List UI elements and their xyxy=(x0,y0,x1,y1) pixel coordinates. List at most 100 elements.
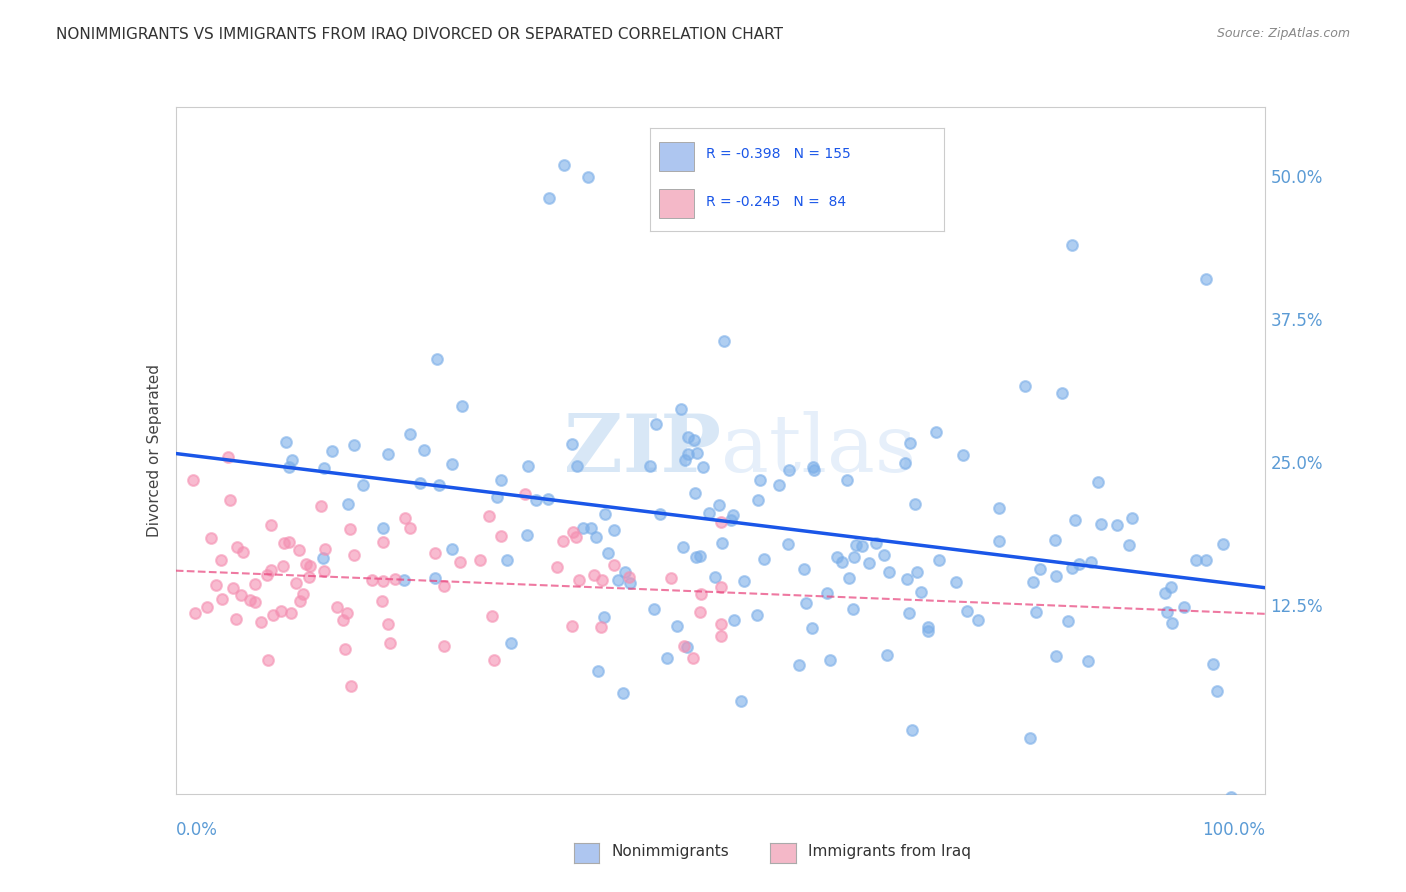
Point xyxy=(1022,575,1045,590)
Text: atlas: atlas xyxy=(721,411,915,490)
Point xyxy=(800,621,823,635)
Point xyxy=(825,549,848,564)
Point xyxy=(491,529,513,543)
Point xyxy=(1025,605,1047,619)
Point xyxy=(720,513,742,527)
Point xyxy=(423,546,446,560)
Point xyxy=(896,572,918,586)
Point xyxy=(441,542,464,557)
Point xyxy=(524,492,547,507)
Point xyxy=(711,536,734,550)
Point xyxy=(685,550,707,565)
Point xyxy=(482,653,505,667)
Point xyxy=(776,537,799,551)
Point xyxy=(478,508,501,523)
Point xyxy=(481,609,503,624)
Point xyxy=(676,447,699,461)
Point xyxy=(596,546,619,560)
Point xyxy=(232,545,254,559)
Point xyxy=(451,400,474,414)
Point xyxy=(377,447,399,461)
Point xyxy=(659,571,682,585)
Y-axis label: Divorced or Separated: Divorced or Separated xyxy=(146,364,162,537)
Text: NONIMMIGRANTS VS IMMIGRANTS FROM IRAQ DIVORCED OR SEPARATED CORRELATION CHART: NONIMMIGRANTS VS IMMIGRANTS FROM IRAQ DI… xyxy=(56,27,783,42)
Point xyxy=(568,573,591,587)
Point xyxy=(703,570,725,584)
Point xyxy=(295,557,318,571)
Point xyxy=(685,486,707,500)
Point xyxy=(910,585,932,599)
Text: Source: ZipAtlas.com: Source: ZipAtlas.com xyxy=(1216,27,1350,40)
Point xyxy=(219,493,242,508)
Point xyxy=(901,723,924,738)
Point xyxy=(440,457,463,471)
Point xyxy=(713,334,735,348)
Point xyxy=(650,507,672,521)
Point xyxy=(1107,518,1129,533)
Point xyxy=(560,619,582,633)
Point xyxy=(710,630,733,644)
Point xyxy=(392,573,415,587)
Point xyxy=(333,642,356,657)
Point xyxy=(427,478,450,492)
Point xyxy=(1121,510,1143,524)
Point xyxy=(877,565,900,579)
Point xyxy=(332,613,354,627)
Point xyxy=(225,612,247,626)
Point xyxy=(343,438,366,452)
Point xyxy=(181,473,204,487)
Point xyxy=(603,558,626,573)
Point xyxy=(645,417,668,432)
Point xyxy=(606,573,628,587)
Point xyxy=(1019,731,1042,745)
Point xyxy=(917,620,939,634)
Point xyxy=(340,680,363,694)
Point xyxy=(1043,533,1066,547)
Point xyxy=(537,491,560,506)
Point xyxy=(565,530,588,544)
Point xyxy=(339,522,361,536)
Point xyxy=(399,426,422,441)
Point xyxy=(515,528,537,542)
Point xyxy=(314,542,336,557)
Point xyxy=(689,605,711,619)
Point xyxy=(778,462,800,476)
Point xyxy=(312,461,335,475)
Point xyxy=(378,636,401,650)
Point xyxy=(643,601,665,615)
Point xyxy=(501,636,523,650)
Point xyxy=(225,540,247,554)
Point xyxy=(838,571,860,585)
Point xyxy=(561,436,583,450)
Point xyxy=(686,446,709,460)
Point xyxy=(818,652,841,666)
Point xyxy=(270,604,292,618)
Point xyxy=(815,586,838,600)
Point xyxy=(1173,600,1195,615)
Point xyxy=(256,568,278,582)
Point xyxy=(260,563,283,577)
Point xyxy=(250,615,273,629)
Point xyxy=(243,576,266,591)
Point xyxy=(1153,586,1175,600)
Point xyxy=(665,619,688,633)
Point xyxy=(787,658,810,673)
Point xyxy=(1156,605,1178,619)
Point xyxy=(585,530,607,544)
Point xyxy=(884,146,907,161)
Point xyxy=(256,653,278,667)
Point xyxy=(517,459,540,474)
Point xyxy=(851,539,873,553)
Point xyxy=(260,517,283,532)
Point xyxy=(205,578,228,592)
Point xyxy=(468,553,491,567)
Point xyxy=(298,570,321,584)
Point xyxy=(373,535,395,549)
Point xyxy=(336,606,359,620)
Point xyxy=(409,476,432,491)
Point xyxy=(1060,561,1083,575)
Point xyxy=(495,553,517,567)
Text: Nonimmigrants: Nonimmigrants xyxy=(612,845,730,859)
Point xyxy=(730,694,752,708)
Point xyxy=(865,536,887,550)
